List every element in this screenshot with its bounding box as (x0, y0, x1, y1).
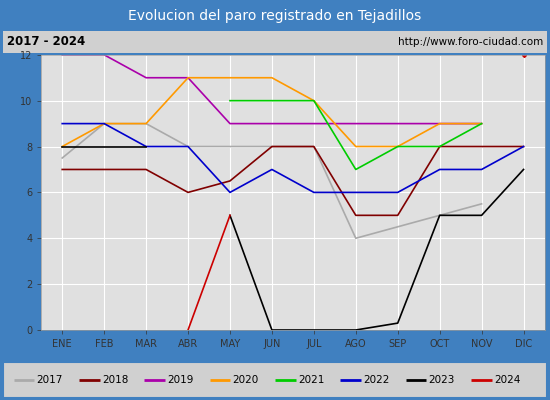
Text: 2018: 2018 (102, 375, 128, 385)
Text: 2024: 2024 (494, 375, 520, 385)
Text: 2017: 2017 (36, 375, 63, 385)
Text: 2022: 2022 (363, 375, 389, 385)
Text: http://www.foro-ciudad.com: http://www.foro-ciudad.com (398, 37, 543, 47)
Text: 2020: 2020 (233, 375, 259, 385)
Text: 2023: 2023 (428, 375, 455, 385)
Text: Evolucion del paro registrado en Tejadillos: Evolucion del paro registrado en Tejadil… (128, 9, 422, 23)
Text: 2019: 2019 (167, 375, 194, 385)
Text: 2017 - 2024: 2017 - 2024 (7, 35, 85, 48)
Text: 2021: 2021 (298, 375, 324, 385)
